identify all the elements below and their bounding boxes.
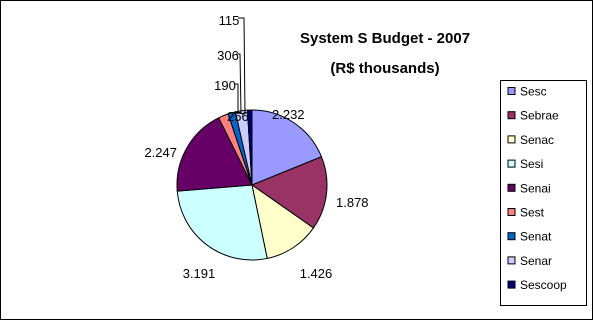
leader-line-senat	[235, 83, 239, 114]
legend-label-senat: Senat	[520, 230, 552, 244]
legend-swatch-sesi	[507, 159, 516, 168]
legend-swatch-sest	[507, 208, 516, 216]
value-label-sest: 256	[227, 109, 249, 124]
value-label-senat: 190	[214, 78, 236, 93]
legend-label-senac: Senac	[520, 133, 554, 147]
legend-swatch-sescoop	[507, 280, 516, 289]
legend-label-sest: Sest	[520, 206, 545, 220]
leader-line-sescoop	[238, 17, 246, 115]
legend-label-sescoop: Sescoop	[520, 278, 567, 292]
legend-label-senai: Senai	[520, 181, 551, 195]
value-label-senai: 2.247	[144, 145, 177, 160]
chart-title-line1: System S Budget - 2007	[300, 30, 470, 47]
legend-label-sebrae: Sebrae	[520, 109, 559, 123]
legend-swatch-senar	[507, 256, 516, 265]
pie-slice-sescoop	[246, 109, 253, 186]
leader-lines	[231, 17, 246, 115]
value-label-sesi: 3.191	[183, 266, 216, 281]
value-label-sebrae: 1.878	[336, 195, 369, 210]
value-label-senac: 1.426	[300, 266, 333, 281]
value-labels: 2.232 1.878 1.426 3.191 2.247 256 190 306 115	[144, 13, 368, 281]
legend: Sesc Sebrae Senac Sesi Senai Sest Senat Senar Se…	[500, 80, 587, 306]
legend-label-senar: Senar	[520, 254, 552, 268]
pie-slice-senai	[176, 117, 253, 192]
legend-label-sesc: Sesc	[520, 85, 547, 99]
legend-swatch-senac	[507, 135, 516, 144]
legend-swatch-senat	[507, 232, 516, 241]
chart-title-line2: (R$ thousands)	[330, 60, 439, 77]
legend-swatch-sesc	[507, 87, 516, 95]
pie-slice-sebrae	[250, 156, 328, 229]
pie-slices	[176, 109, 328, 261]
legend-swatch-senai	[507, 183, 516, 192]
value-label-sesc: 2.232	[272, 107, 305, 122]
value-label-senar: 306	[217, 48, 239, 63]
leader-line-senar	[236, 53, 242, 115]
pie-slice-sesi	[176, 184, 268, 261]
legend-label-sesi: Sesi	[520, 157, 543, 171]
legend-swatch-sebrae	[507, 111, 516, 120]
pie-slice-sesc	[251, 109, 323, 186]
value-label-sescoop: 115	[219, 13, 240, 28]
